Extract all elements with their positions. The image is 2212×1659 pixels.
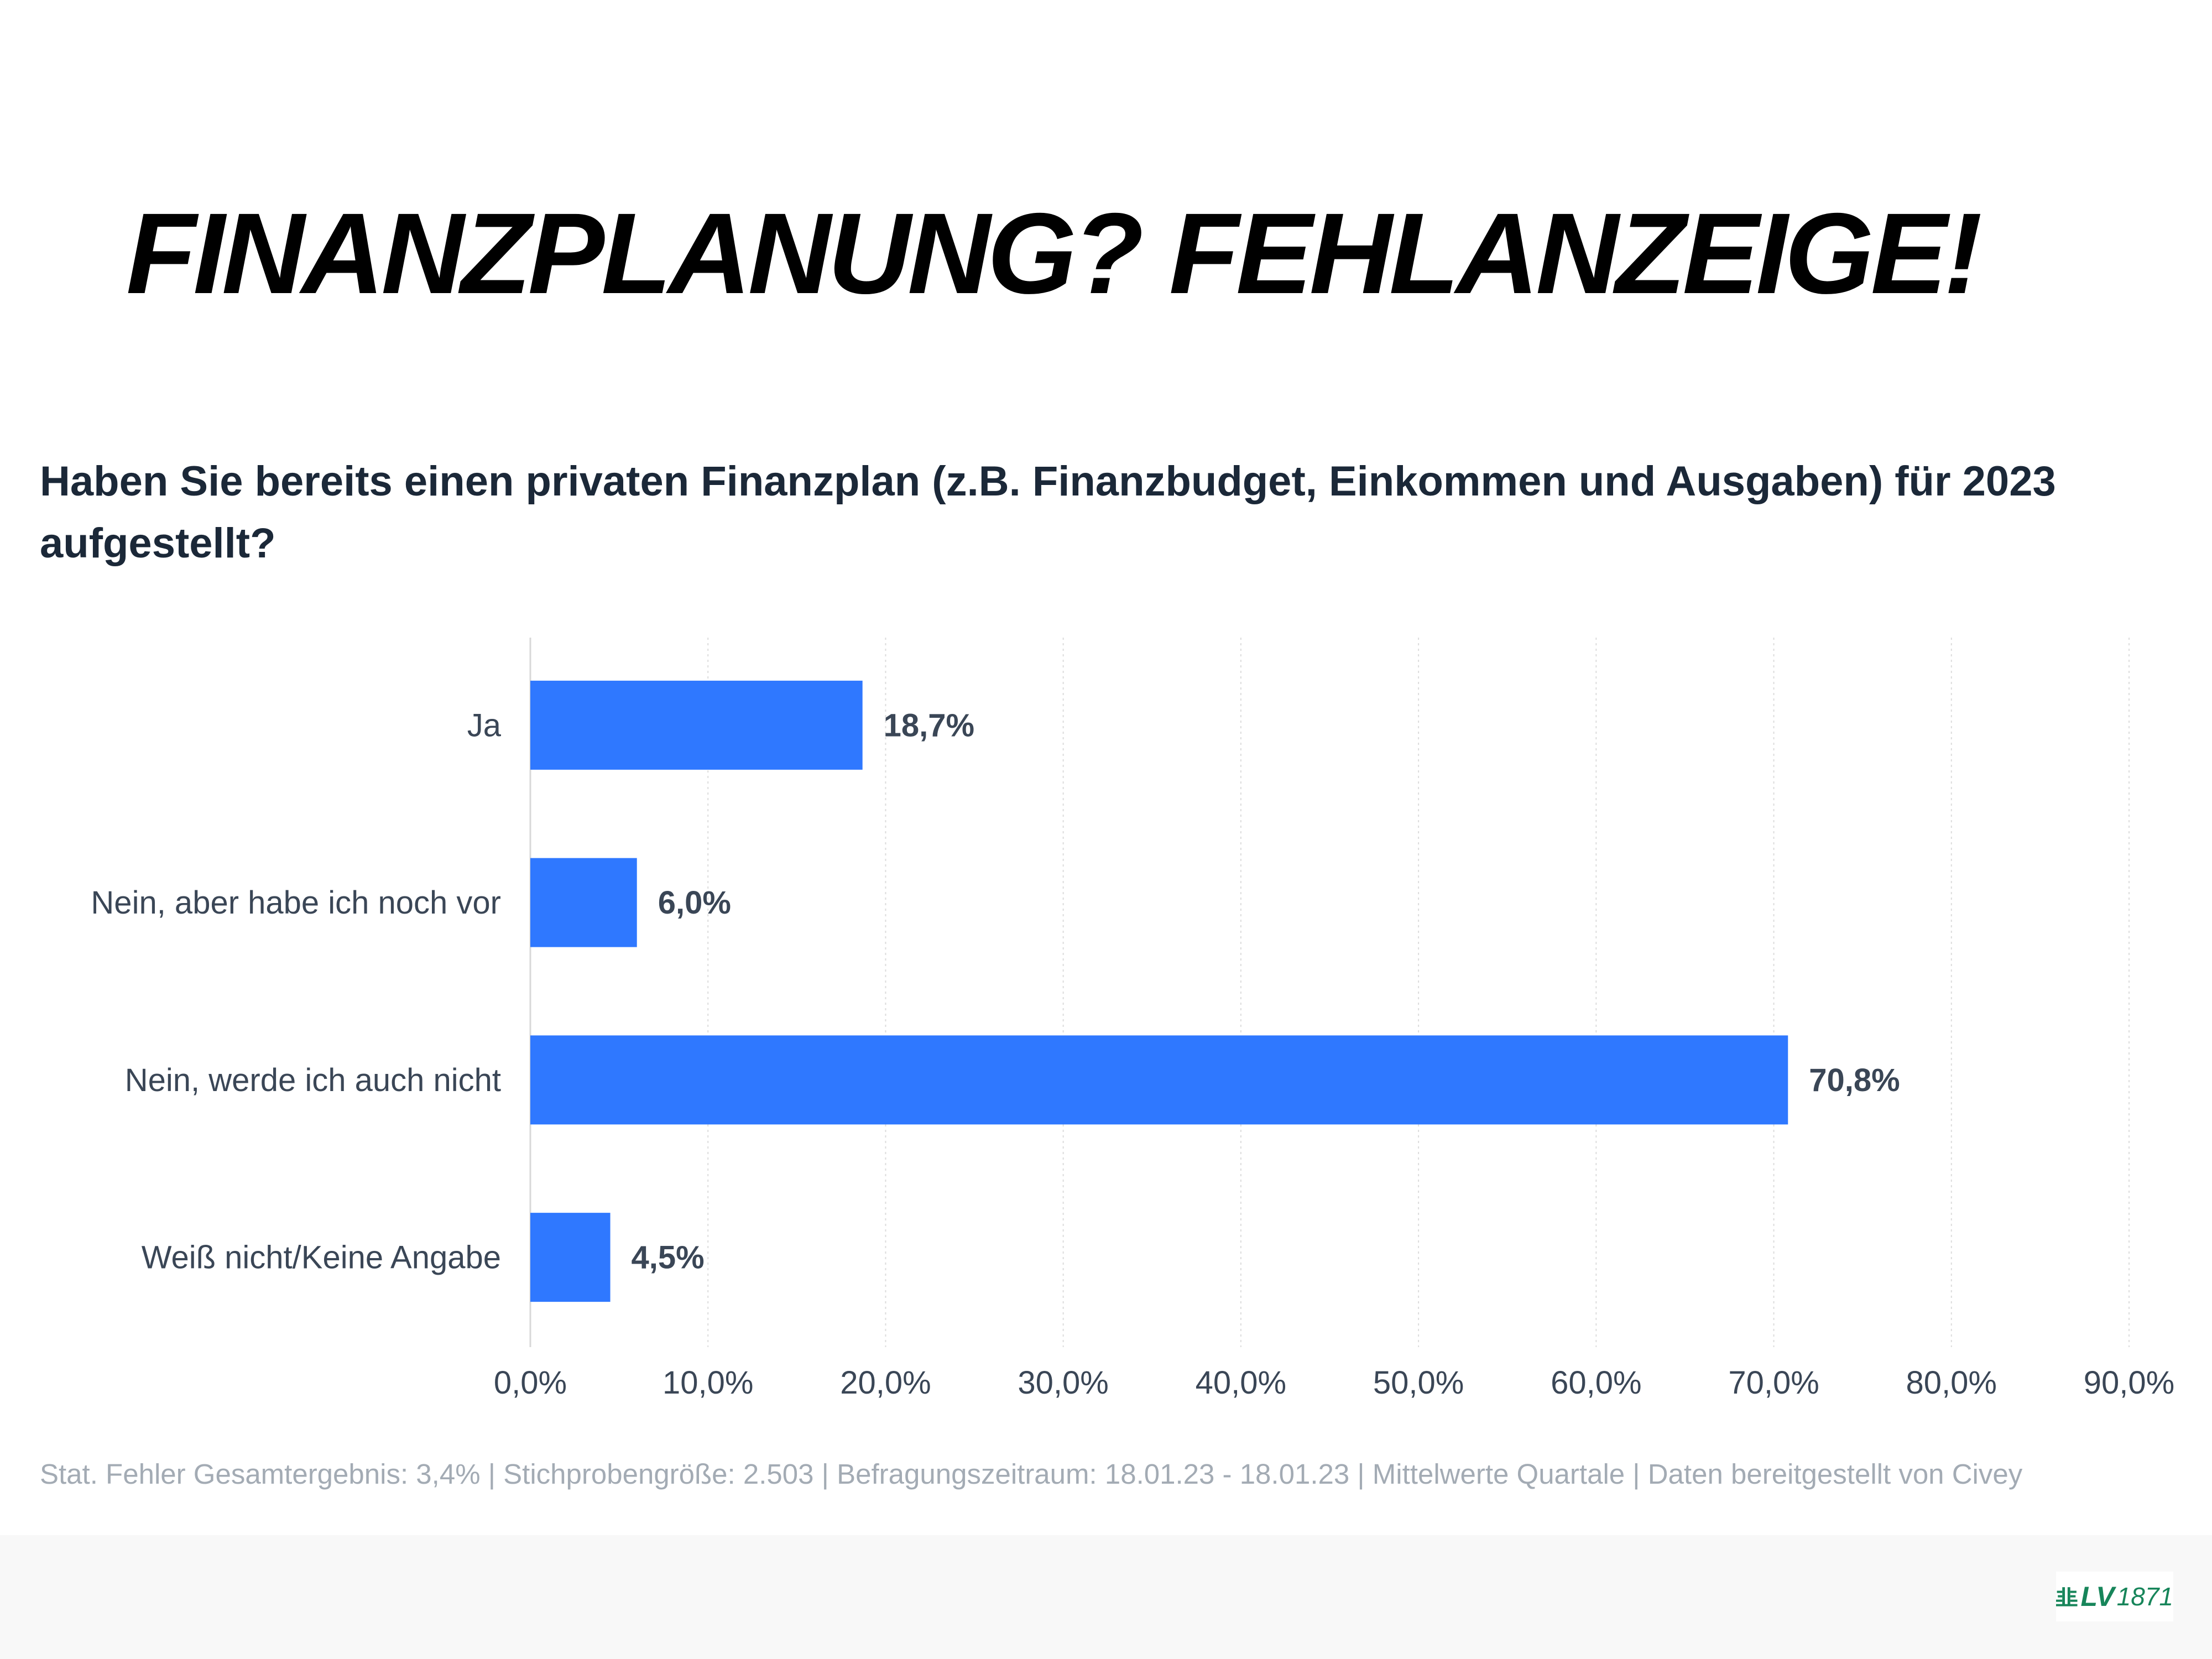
value-label: 6,0% <box>658 885 731 921</box>
footnote: Stat. Fehler Gesamtergebnis: 3,4% | Stic… <box>40 1458 2023 1490</box>
x-tick-label: 30,0% <box>1018 1365 1108 1401</box>
category-label: Nein, werde ich auch nicht <box>125 1062 501 1098</box>
x-tick-label: 50,0% <box>1373 1365 1464 1401</box>
x-tick-label: 80,0% <box>1906 1365 1997 1401</box>
bar <box>530 858 637 947</box>
x-tick-label: 20,0% <box>840 1365 931 1401</box>
chart-title: Haben Sie bereits einen privaten Finanzp… <box>40 458 2056 567</box>
bar <box>530 1035 1788 1125</box>
x-tick-label: 70,0% <box>1728 1365 1819 1401</box>
category-label: Nein, aber habe ich noch vor <box>91 885 501 921</box>
bar-chart: 0,0% 10,0% 20,0% 30,0% 40,0% 50,0% 60,0% 70,0% 8… <box>91 638 2174 1401</box>
value-label: 18,7% <box>884 707 974 743</box>
x-tick-label: 90,0% <box>2084 1365 2174 1401</box>
x-tick-label: 0,0% <box>494 1365 567 1401</box>
x-tick-label: 60,0% <box>1551 1365 1641 1401</box>
page-title: FINANZPLANUNG? FEHLANZEIGE! <box>126 190 1983 318</box>
bar <box>530 1213 611 1302</box>
footer-band <box>0 1535 2212 1659</box>
logo-year: 1871 <box>2116 1582 2173 1611</box>
category-label: Weiß nicht/Keine Angabe <box>142 1240 501 1276</box>
category-label: Ja <box>467 707 502 743</box>
tree-logo-icon <box>2056 1587 2078 1606</box>
x-tick-label: 10,0% <box>662 1365 753 1401</box>
x-tick-label: 40,0% <box>1196 1365 1286 1401</box>
bar <box>530 680 863 770</box>
value-label: 4,5% <box>632 1240 705 1276</box>
logo-text: LV <box>2080 1581 2115 1612</box>
lv1871-logo: LV 1871 <box>2056 1572 2173 1621</box>
value-label: 70,8% <box>1809 1062 1900 1098</box>
